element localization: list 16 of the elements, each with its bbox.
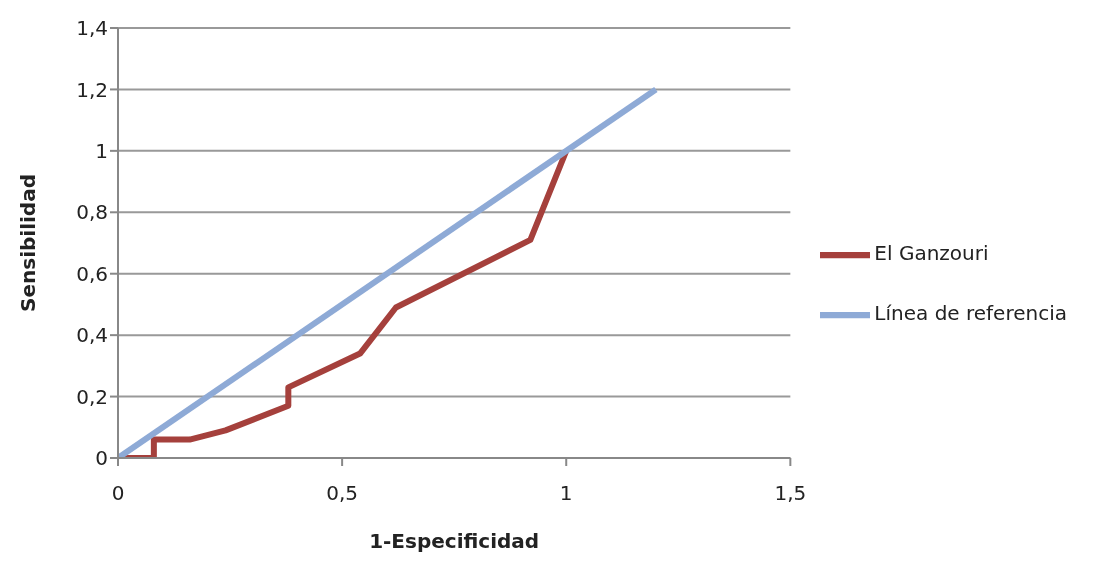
y-tick-label: 0,2	[76, 384, 108, 409]
y-tick-label: 0,8	[76, 200, 108, 225]
y-axis-title: Sensibilidad	[16, 174, 41, 312]
x-tick-label: 0,5	[326, 481, 359, 506]
legend-label: Línea de referencia	[874, 301, 1067, 325]
x-tick-label: 1	[559, 481, 573, 506]
y-tick-label: 1,2	[76, 77, 108, 102]
x-tick-label: 1,5	[774, 481, 807, 506]
legend-label: El Ganzouri	[874, 241, 989, 265]
y-tick-label: 0,4	[76, 323, 108, 348]
x-axis-title: 1-Especificidad	[369, 529, 540, 553]
y-tick-label: 1	[95, 138, 108, 163]
y-tick-label: 0,6	[76, 261, 108, 286]
y-tick-label: 1,4	[76, 16, 108, 41]
y-tick-label: 0	[95, 446, 108, 471]
x-tick-label: 0	[111, 481, 125, 506]
